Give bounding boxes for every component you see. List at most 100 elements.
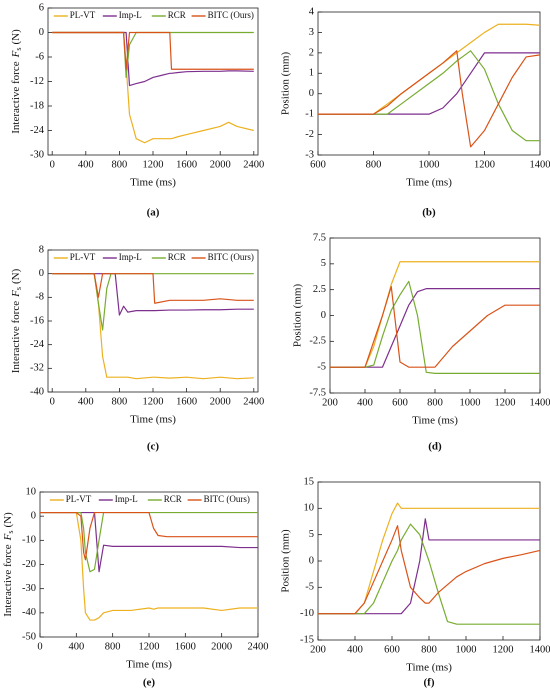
- panel-label: (d): [428, 441, 442, 453]
- y-tick-label: -2: [305, 129, 314, 140]
- y-tick-label: -10: [300, 608, 314, 619]
- y-tick-label: -30: [30, 149, 44, 160]
- y-tick-label: -15: [300, 634, 314, 645]
- y-label-unit: (N): [10, 268, 22, 284]
- series-line: [318, 50, 540, 142]
- y-label-subscript: s: [6, 531, 15, 534]
- y-tick-label: 6: [39, 2, 44, 13]
- y-tick-label: -50: [22, 631, 36, 642]
- x-tick-label: 800: [112, 396, 128, 407]
- legend-label: RCR: [164, 494, 182, 504]
- legend-label: Imp-L: [119, 252, 142, 262]
- x-axis-label: Time (ms): [126, 659, 172, 671]
- x-tick-label: 2400: [248, 641, 269, 652]
- series-line: [52, 273, 254, 316]
- legend-label: PL-VT: [66, 494, 92, 504]
- y-label-unit: (N): [10, 29, 22, 45]
- x-tick-label: 1600: [175, 641, 196, 652]
- y-axis-label: Position (mm): [280, 52, 292, 116]
- series-line: [52, 31, 254, 70]
- series-line: [40, 511, 258, 561]
- panel-label: (c): [147, 441, 160, 453]
- y-label-symbol: F: [10, 50, 22, 58]
- x-tick-label: 1400: [530, 397, 550, 408]
- legend-label: Imp-L: [115, 494, 138, 504]
- series-line: [40, 511, 258, 621]
- legend-label: Imp-L: [119, 10, 142, 20]
- y-tick-label: -24: [30, 339, 45, 350]
- y-tick-label: 0: [309, 555, 314, 566]
- plot-frame: [47, 249, 259, 393]
- panel-label: (f): [424, 677, 435, 689]
- x-tick-label: 1000: [419, 159, 440, 170]
- x-tick-label: 1000: [456, 644, 477, 655]
- y-tick-label: -10: [22, 535, 36, 546]
- series-line: [52, 31, 254, 144]
- y-tick-label: -40: [22, 607, 36, 618]
- x-tick-label: 2400: [243, 159, 264, 170]
- y-tick-label: 0: [39, 27, 44, 38]
- y-tick-label: 10: [26, 486, 37, 497]
- y-tick-label: 1: [309, 68, 314, 79]
- y-label-text: Interactive force: [2, 544, 14, 616]
- y-tick-label: -12: [30, 76, 44, 87]
- x-tick-label: 800: [421, 644, 437, 655]
- y-tick-label: -20: [22, 559, 36, 570]
- series-line: [318, 525, 541, 615]
- series-line: [330, 288, 540, 368]
- x-tick-label: 1400: [530, 644, 550, 655]
- x-tick-label: 800: [366, 159, 382, 170]
- x-tick-label: 400: [78, 159, 94, 170]
- x-tick-label: 400: [347, 644, 363, 655]
- y-tick-label: 7.5: [313, 232, 326, 243]
- series-line: [52, 273, 254, 380]
- x-axis-label: Time (ms): [412, 415, 458, 427]
- y-axis-label: Interactive force Fs (N): [10, 29, 23, 134]
- panel-label: (a): [147, 207, 160, 219]
- x-tick-label: 1200: [495, 397, 516, 408]
- series-line: [330, 285, 540, 368]
- legend-label: BITC (Ours): [204, 494, 250, 504]
- series-line: [40, 511, 258, 573]
- x-tick-label: 0: [50, 396, 55, 407]
- y-label-symbol: F: [2, 533, 14, 541]
- y-tick-label: -18: [30, 100, 44, 111]
- y-tick-label: 2.5: [313, 284, 326, 295]
- x-tick-label: 0: [50, 159, 55, 170]
- y-tick-label: 0: [309, 88, 314, 99]
- y-label-subscript: s: [14, 287, 23, 290]
- y-label-subscript: s: [14, 48, 23, 51]
- x-tick-label: 1400: [530, 159, 550, 170]
- series-line: [40, 511, 258, 573]
- y-axis-label: Interactive force Fs (N): [2, 512, 15, 617]
- x-tick-label: 200: [322, 397, 338, 408]
- y-tick-label: 0: [31, 511, 36, 522]
- y-label-text: Interactive force: [10, 301, 22, 373]
- y-tick-label: -5: [305, 582, 314, 593]
- y-tick-label: -2.5: [309, 336, 326, 347]
- legend-label: RCR: [168, 252, 186, 262]
- series-line: [318, 23, 541, 115]
- series-line: [318, 523, 540, 625]
- x-axis-label: Time (ms): [130, 177, 176, 189]
- x-axis-label: Time (ms): [406, 662, 452, 674]
- legend-label: PL-VT: [70, 252, 96, 262]
- y-tick-label: -5: [317, 362, 326, 373]
- y-tick-label: 0: [39, 268, 44, 279]
- series-line: [318, 52, 540, 115]
- y-label-unit: (N): [2, 512, 14, 528]
- y-tick-label: -7.5: [309, 387, 326, 398]
- legend-label: RCR: [168, 10, 186, 20]
- y-tick-label: 3: [309, 27, 314, 38]
- x-tick-label: 800: [112, 159, 128, 170]
- y-tick-label: 15: [304, 476, 315, 487]
- y-tick-label: 2: [309, 47, 314, 58]
- x-tick-label: 1200: [139, 641, 160, 652]
- y-tick-label: -6: [35, 51, 44, 62]
- x-tick-label: 800: [427, 397, 443, 408]
- x-tick-label: 1200: [474, 159, 495, 170]
- x-tick-label: 1000: [460, 397, 481, 408]
- legend-label: PL-VT: [70, 10, 96, 20]
- y-tick-label: 4: [309, 6, 315, 17]
- y-tick-label: 10: [304, 503, 315, 514]
